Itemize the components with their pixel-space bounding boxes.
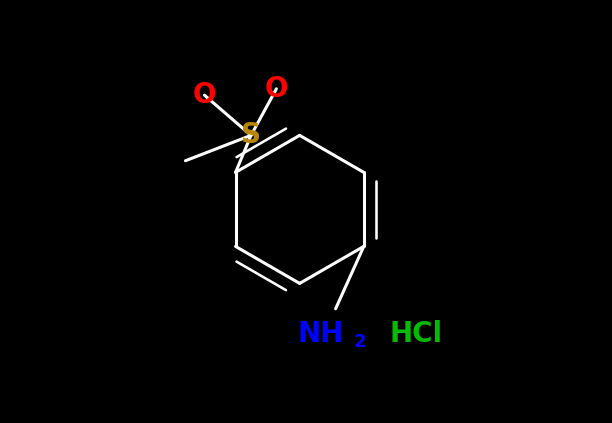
Text: O: O [193,81,216,109]
Text: S: S [241,121,261,149]
Text: 2: 2 [354,333,367,351]
Text: O: O [264,75,288,103]
Text: HCl: HCl [389,320,442,348]
Text: NH: NH [298,320,344,348]
